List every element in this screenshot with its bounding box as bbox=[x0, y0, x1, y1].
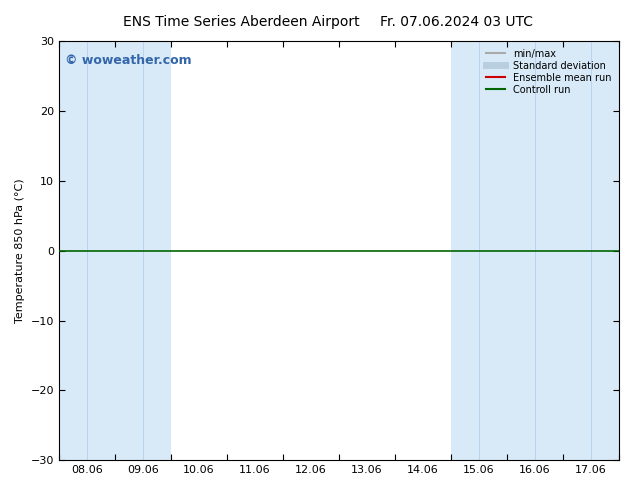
Bar bbox=[59, 41, 115, 460]
Bar bbox=[507, 41, 563, 460]
Legend: min/max, Standard deviation, Ensemble mean run, Controll run: min/max, Standard deviation, Ensemble me… bbox=[482, 46, 614, 98]
Bar bbox=[563, 41, 619, 460]
Text: Fr. 07.06.2024 03 UTC: Fr. 07.06.2024 03 UTC bbox=[380, 15, 533, 29]
Y-axis label: Temperature 850 hPa (°C): Temperature 850 hPa (°C) bbox=[15, 178, 25, 323]
Text: © woweather.com: © woweather.com bbox=[65, 53, 191, 67]
Bar bbox=[451, 41, 507, 460]
Text: ENS Time Series Aberdeen Airport: ENS Time Series Aberdeen Airport bbox=[122, 15, 359, 29]
Bar bbox=[115, 41, 171, 460]
